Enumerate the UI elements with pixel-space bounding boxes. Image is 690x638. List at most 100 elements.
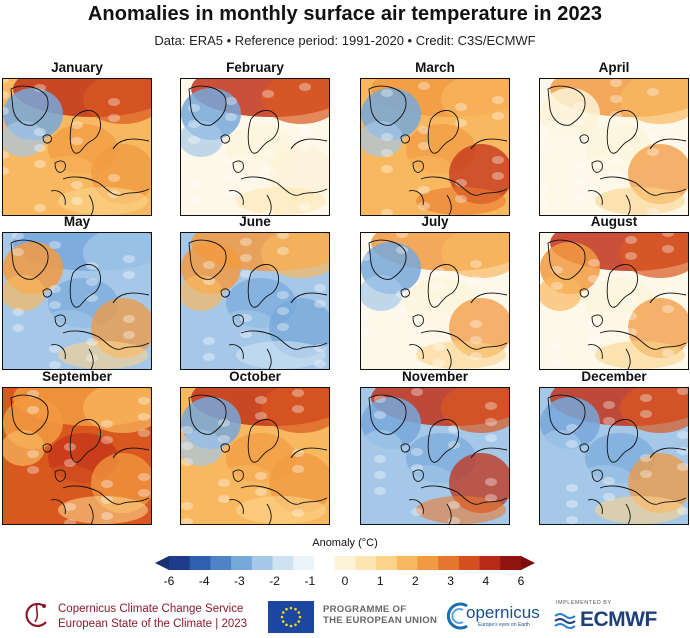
colorbar-title: Anomaly (°C): [312, 537, 378, 549]
colorbar-segment: [231, 556, 253, 570]
map-panel-september: September: [2, 369, 152, 527]
map-panel-july: July: [360, 214, 510, 372]
colorbar-tick-label: -3: [234, 574, 245, 588]
coastline: [368, 239, 508, 369]
map-panel-october: October: [180, 369, 330, 527]
colorbar-warm-arrow: [521, 556, 535, 570]
eu-flag-icon: [268, 601, 314, 633]
anomaly-map: [360, 232, 510, 370]
eu-programme-text: PROGRAMME OF THE EUROPEAN UNION: [323, 604, 437, 626]
colorbar-segment: [355, 556, 377, 570]
panel-month-label: February: [226, 60, 284, 75]
anomaly-map: [360, 78, 510, 216]
map-panel-november: November: [360, 369, 510, 527]
anomaly-map-svg: [3, 79, 151, 215]
colorbar-segment: [458, 556, 481, 570]
colorbar-segment: [396, 556, 418, 570]
colorbar-segment: [293, 556, 315, 570]
anomaly-map-svg: [3, 233, 151, 369]
colorbar-tick-label: 0: [341, 574, 349, 588]
anomaly-map-svg: [181, 233, 329, 369]
panel-month-label: April: [598, 60, 630, 75]
anomaly-map-svg: [361, 388, 509, 524]
anomaly-map-svg: [181, 79, 329, 215]
anomaly-map: [2, 78, 152, 216]
anomaly-map: [180, 78, 330, 216]
anomaly-map: [539, 78, 689, 216]
chart-title: Anomalies in monthly surface air tempera…: [87, 3, 603, 25]
anomaly-map: [2, 232, 152, 370]
anomaly-map: [539, 232, 689, 370]
map-panel-february: February: [180, 60, 330, 218]
colorbar-segment: [417, 556, 439, 570]
anomaly-map: [180, 232, 330, 370]
ecmwf-implemented-by: IMPLEMENTED BY: [556, 600, 612, 606]
anomaly-map-svg: [181, 388, 329, 524]
panel-month-label: December: [581, 369, 647, 384]
colorbar: [155, 556, 535, 570]
anomaly-map-svg: [361, 79, 509, 215]
anomaly-map-svg: [540, 79, 688, 215]
coastline: [188, 239, 328, 369]
panel-month-label: October: [229, 369, 281, 384]
colorbar-tick-label: -2: [269, 574, 280, 588]
anomaly-map-svg: [540, 388, 688, 524]
colorbar-tick-label: 1: [376, 574, 384, 588]
coastline: [188, 85, 328, 215]
anomaly-map: [539, 387, 689, 525]
panel-month-label: August: [590, 214, 638, 229]
anomaly-map: [2, 387, 152, 525]
panel-month-label: May: [63, 214, 91, 229]
map-panel-may: May: [2, 214, 152, 372]
coastline: [10, 394, 150, 524]
c3s-line2: European State of the Climate | 2023: [58, 618, 248, 630]
chart-subtitle: Data: ERA5 • Reference period: 1991-2020…: [154, 33, 536, 48]
eu-line1: PROGRAMME OF: [323, 604, 407, 615]
map-panel-august: August: [539, 214, 689, 372]
coastline: [547, 239, 687, 369]
map-panel-june: June: [180, 214, 330, 372]
colorbar-tick-label: -4: [198, 574, 210, 588]
colorbar-tick-label: -6: [163, 574, 175, 588]
coastline: [368, 394, 508, 524]
copernicus-logo-icon: [446, 602, 468, 630]
coastline: [547, 85, 687, 215]
colorbar-segment: [479, 556, 501, 570]
anomaly-map-svg: [540, 233, 688, 369]
eu-line2: THE EUROPEAN UNION: [323, 615, 438, 626]
anomaly-map-svg: [361, 233, 509, 369]
map-panel-april: April: [539, 60, 689, 218]
panel-month-label: September: [42, 369, 112, 384]
anomaly-map: [360, 387, 510, 525]
coastline: [547, 394, 687, 524]
colorbar-svg: [155, 556, 535, 570]
map-panel-march: March: [360, 60, 510, 218]
coastline: [368, 85, 508, 215]
anomaly-map: [180, 387, 330, 525]
colorbar-tick-label: 3: [447, 574, 454, 588]
colorbar-tick-label: -1: [304, 574, 316, 588]
c3s-text: Copernicus Climate Change Service Europe…: [58, 602, 247, 632]
colorbar-segment: [210, 556, 232, 570]
colorbar-segment: [272, 556, 294, 570]
c3s-line1: Copernicus Climate Change Service: [58, 603, 244, 615]
colorbar-segment: [376, 556, 398, 570]
c3s-logo-icon: [25, 602, 47, 627]
coastline: [10, 85, 150, 215]
panel-month-label: March: [415, 60, 455, 75]
colorbar-segment: [169, 556, 191, 570]
map-panel-january: January: [2, 60, 152, 218]
colorbar-tick-label: 6: [517, 574, 525, 588]
ecmwf-wordmark: ECMWF: [580, 608, 657, 631]
coastline: [10, 239, 150, 369]
copernicus-wordmark: opernicus: [466, 603, 540, 622]
copernicus-tagline: Europe's eyes on Earth: [478, 622, 530, 628]
panel-month-label: January: [51, 60, 103, 75]
colorbar-tick-label: 2: [412, 574, 419, 588]
anomaly-map-svg: [3, 388, 151, 524]
colorbar-segment: [189, 556, 211, 570]
panel-month-label: July: [421, 214, 449, 229]
colorbar-segment: [313, 556, 336, 570]
colorbar-segment: [438, 556, 460, 570]
colorbar-cold-arrow: [155, 556, 169, 570]
